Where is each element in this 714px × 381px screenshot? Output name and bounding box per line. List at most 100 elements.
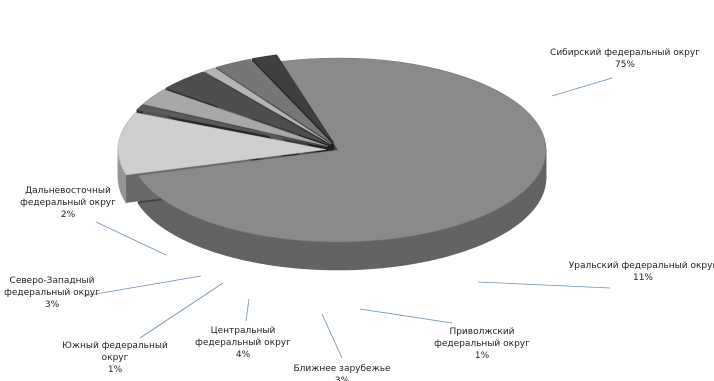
data-label-name: Приволжский [449,327,514,337]
pie-slice-side [173,206,179,238]
pie-slice-side [497,206,503,238]
pie-slice-side [301,240,310,270]
pie-slice-side [524,186,529,220]
pie-slice-side [161,198,166,231]
pie-slice-side [215,224,222,255]
pie-slice-side [280,238,288,268]
pie-slice-side [323,241,332,271]
pie-slice-side [273,237,281,267]
pie-slice-side [352,241,361,271]
data-label-percent: 1% [108,365,123,375]
data-label-percent: 3% [45,300,60,310]
pie-slice-side [459,222,467,253]
pie-slice-side [428,230,436,262]
data-label-name: Северо-Западный [10,276,95,286]
pie-slice-side [401,236,410,266]
pie-slice-side [527,183,532,217]
leader-line [139,282,224,339]
data-label-name: Центральный [211,326,276,336]
data-label-name: Дальневосточный [25,186,111,196]
pie-slice-side [193,215,200,247]
pie-slice-side [487,211,493,243]
pie-slice-side [510,198,515,231]
pie-slice-side [259,234,268,265]
data-label-name: Сибирский федеральный округ [550,48,700,58]
pie-slice-side [465,220,472,251]
pie-slice-side [359,240,368,270]
leader-line [359,308,453,324]
data-label-name: федеральный округ [4,288,100,298]
pie-slice-side [482,213,488,245]
pie-slice-side [521,189,526,222]
leader-line [245,298,250,322]
data-label-percent: 75% [615,60,635,70]
pie-slice-side [422,232,430,263]
pie-slice-side [330,241,339,271]
pie-slice-side [315,241,324,271]
slice-labels: Сибирский федеральный округ 75% Уральский … [4,48,714,381]
pie-slice-side [227,227,235,259]
pie-slice-side [344,241,353,271]
pie-slice-side [209,222,217,253]
pie-slice-side [337,241,346,271]
data-label-name: федеральный округ [434,339,530,349]
pie-slice-side [221,225,229,257]
data-label-name: федеральный округ [20,198,116,208]
pie-slice-side [535,174,539,208]
pie-slice-side [447,225,455,257]
pie-slice-side [253,233,261,264]
data-label-percent: 4% [236,350,251,360]
data-label-percent: 2% [61,210,76,220]
data-label-percent: 11% [633,273,653,283]
pie-slice-side [501,203,507,236]
pie-slice-side [476,215,483,247]
pie-slice-side [441,227,449,259]
data-label-name: Южный федеральный [62,341,168,351]
pie-slice-side [294,239,303,269]
pie-slice-side [505,200,511,233]
data-label-name: Ближнее зарубежье [293,364,391,374]
pie-slice [142,89,328,147]
pie-slice-side [514,195,519,228]
pie-slice [135,104,328,148]
pie-slice-side [471,217,478,249]
pie-slice-side [188,213,194,245]
slice-tops [117,54,547,243]
pie-slice [251,54,335,144]
pie-slice-side [408,234,417,265]
pie-slice-side [240,230,248,262]
pie-slice-side [266,236,275,266]
pie-slice [137,57,547,243]
pie-slice-side [287,238,296,269]
leader-line [83,275,202,297]
pie-slice-side [165,200,171,233]
pie-slice [164,71,330,146]
pie-slice-side [492,208,498,241]
data-label-name: федеральный округ [195,338,291,348]
pie-slice-side [366,240,375,270]
pie-slice-side [246,232,254,263]
pie-slice [203,67,332,145]
pie-slice-side [435,229,443,260]
pie-slice-side [233,229,241,260]
leader-line [477,281,611,289]
data-label-percent: 3% [335,376,350,381]
data-label-percent: 1% [475,351,490,361]
pie-slice-side [395,237,403,267]
pie-slice-side [454,224,461,255]
pie-slice [215,58,333,144]
pie-slice-side [373,239,382,269]
data-label-name: округ [102,353,129,363]
leader-line [321,313,343,359]
pie-slice-side [178,208,184,241]
pie-slice-side [204,220,211,251]
pie-slice-side [530,180,534,214]
pie-slice-side [533,177,537,211]
pie-slice-side [415,233,423,264]
pie-slice-side [380,238,389,269]
pie-slice-side [169,203,175,236]
data-label-name: Уральский федеральный округ [569,261,714,271]
leader-line [95,221,167,256]
leader-line [551,77,613,97]
